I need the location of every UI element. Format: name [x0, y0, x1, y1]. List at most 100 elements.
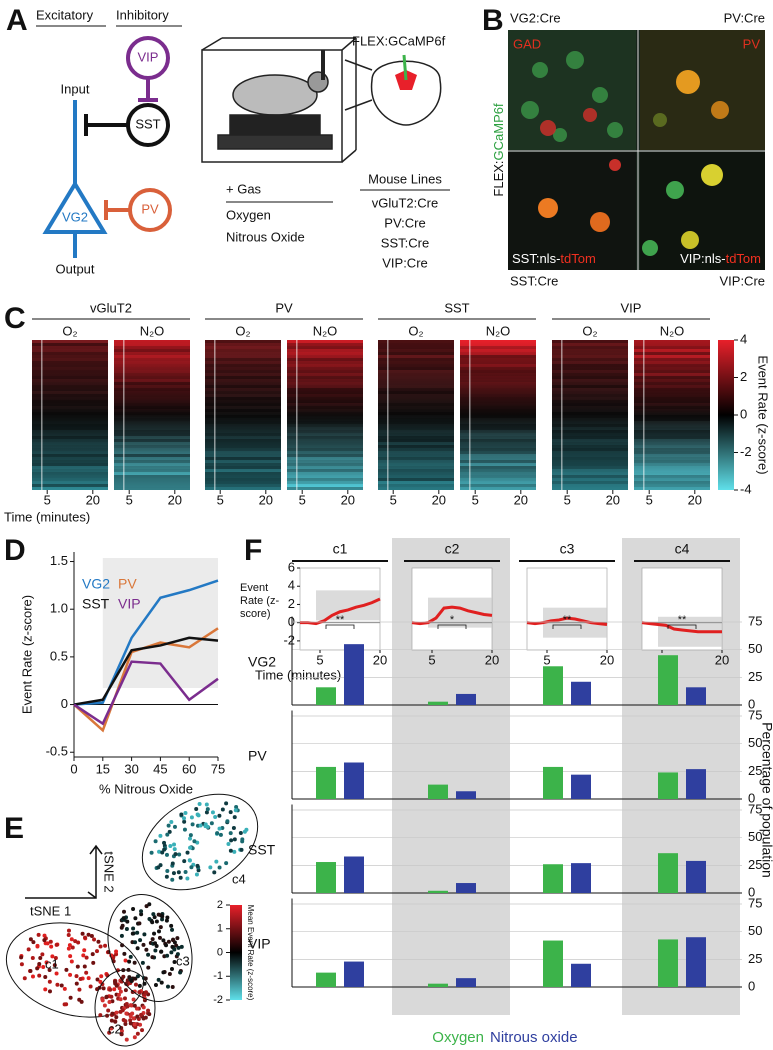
- x-tick-label: 20: [606, 492, 620, 507]
- heatmap-row: [287, 385, 363, 388]
- colorbar-tick-label: 4: [740, 331, 747, 346]
- heatmap-row: [287, 448, 363, 451]
- heatmap-row: [634, 376, 710, 379]
- tsne-point: [62, 986, 67, 991]
- tsne-point: [84, 970, 89, 975]
- heatmap-row: [552, 481, 628, 484]
- x-axis-label: Time (minutes): [255, 667, 341, 682]
- tsne-point: [231, 826, 236, 831]
- x-tick-label: 0: [70, 761, 77, 776]
- heatmap-row: [378, 430, 454, 433]
- heatmap-row: [552, 415, 628, 418]
- tsne-point: [114, 952, 119, 957]
- tsne-point: [40, 952, 45, 957]
- y-tick-label: -2: [283, 632, 295, 647]
- x-tick-label: 5: [543, 652, 550, 667]
- colorbar-tick-label: 2: [217, 899, 223, 911]
- cluster-outline: [107, 894, 193, 1002]
- heatmap-row: [114, 418, 190, 421]
- tsne-point: [122, 996, 127, 1001]
- colorbar-label: Mean Event Rate (z-score): [246, 905, 255, 1001]
- heatmap-row: [32, 388, 108, 391]
- tsne-point: [168, 844, 173, 849]
- tsne-point: [195, 863, 200, 868]
- heatmap-row: [32, 373, 108, 376]
- tsne-point: [64, 967, 69, 972]
- heatmap-row: [552, 406, 628, 409]
- tsne-point: [162, 847, 167, 852]
- tsne-point: [132, 1035, 137, 1040]
- heatmap-row: [378, 361, 454, 364]
- heatmap-row: [552, 469, 628, 472]
- tsne-point: [62, 1002, 67, 1007]
- tsne-point: [77, 987, 82, 992]
- heatmap-row: [460, 439, 536, 442]
- tsne-point: [169, 820, 174, 825]
- tsne-point: [167, 972, 172, 977]
- tsne-point: [234, 804, 239, 809]
- heatmap-row: [205, 367, 281, 370]
- tsne-point: [160, 917, 165, 922]
- heatmap-row: [634, 415, 710, 418]
- heatmap-row: [460, 385, 536, 388]
- tsne-point: [165, 832, 170, 837]
- y-tick-label: 0: [748, 790, 755, 805]
- tsne-point: [89, 934, 94, 939]
- tsne-point: [107, 1000, 112, 1005]
- heatmap-row: [205, 445, 281, 448]
- tsne-point: [91, 960, 96, 965]
- heatmap-row: [114, 355, 190, 358]
- y-tick-label: 0: [288, 614, 295, 629]
- tsne-point: [112, 979, 117, 984]
- heatmap-row: [460, 466, 536, 469]
- tsne-point: [192, 839, 197, 844]
- x-tick-label: 15: [96, 761, 110, 776]
- tsne-point: [124, 981, 129, 986]
- heatmap-row: [205, 379, 281, 382]
- heatmap-row: [460, 346, 536, 349]
- heatmap-row: [114, 412, 190, 415]
- heatmap-row: [552, 448, 628, 451]
- tsne-point: [175, 936, 180, 941]
- tsne-point: [214, 859, 219, 864]
- tsne-point: [52, 963, 57, 968]
- tsne-point: [232, 815, 237, 820]
- lines-header: Mouse Lines: [368, 171, 442, 186]
- tsne-point: [165, 869, 170, 874]
- tsne-point: [133, 916, 138, 921]
- heatmap-row: [634, 427, 710, 430]
- bar: [571, 963, 591, 987]
- bar: [428, 890, 448, 893]
- heatmap-row: [114, 460, 190, 463]
- tsne-point: [140, 1028, 145, 1033]
- heatmap-row: [205, 472, 281, 475]
- heatmap-row: [378, 364, 454, 367]
- bar: [543, 666, 563, 705]
- tsne-point: [82, 948, 87, 953]
- heatmap-row: [552, 436, 628, 439]
- x-tick-label: 45: [153, 761, 167, 776]
- tsne-point: [36, 932, 41, 937]
- y-tick-label: 75: [748, 895, 762, 910]
- heatmap-row: [114, 448, 190, 451]
- bar: [344, 961, 364, 987]
- bar: [344, 644, 364, 705]
- heatmap-row: [114, 424, 190, 427]
- heatmap-row: [634, 361, 710, 364]
- heatmap-row: [552, 391, 628, 394]
- heatmap-row: [460, 430, 536, 433]
- cluster-outline: [141, 793, 259, 891]
- heatmap-row: [460, 394, 536, 397]
- heatmap-row: [460, 475, 536, 478]
- condition-label: O₂: [408, 323, 423, 338]
- tsne-point: [119, 933, 124, 938]
- tsne-point: [182, 827, 187, 832]
- heatmap-row: [460, 379, 536, 382]
- heatmap-row: [552, 412, 628, 415]
- heatmap-row: [552, 457, 628, 460]
- heatmap-row: [634, 433, 710, 436]
- tsne-point: [195, 812, 200, 817]
- tsne-point: [173, 852, 178, 857]
- tsne-point: [138, 938, 143, 943]
- heatmap-row: [378, 463, 454, 466]
